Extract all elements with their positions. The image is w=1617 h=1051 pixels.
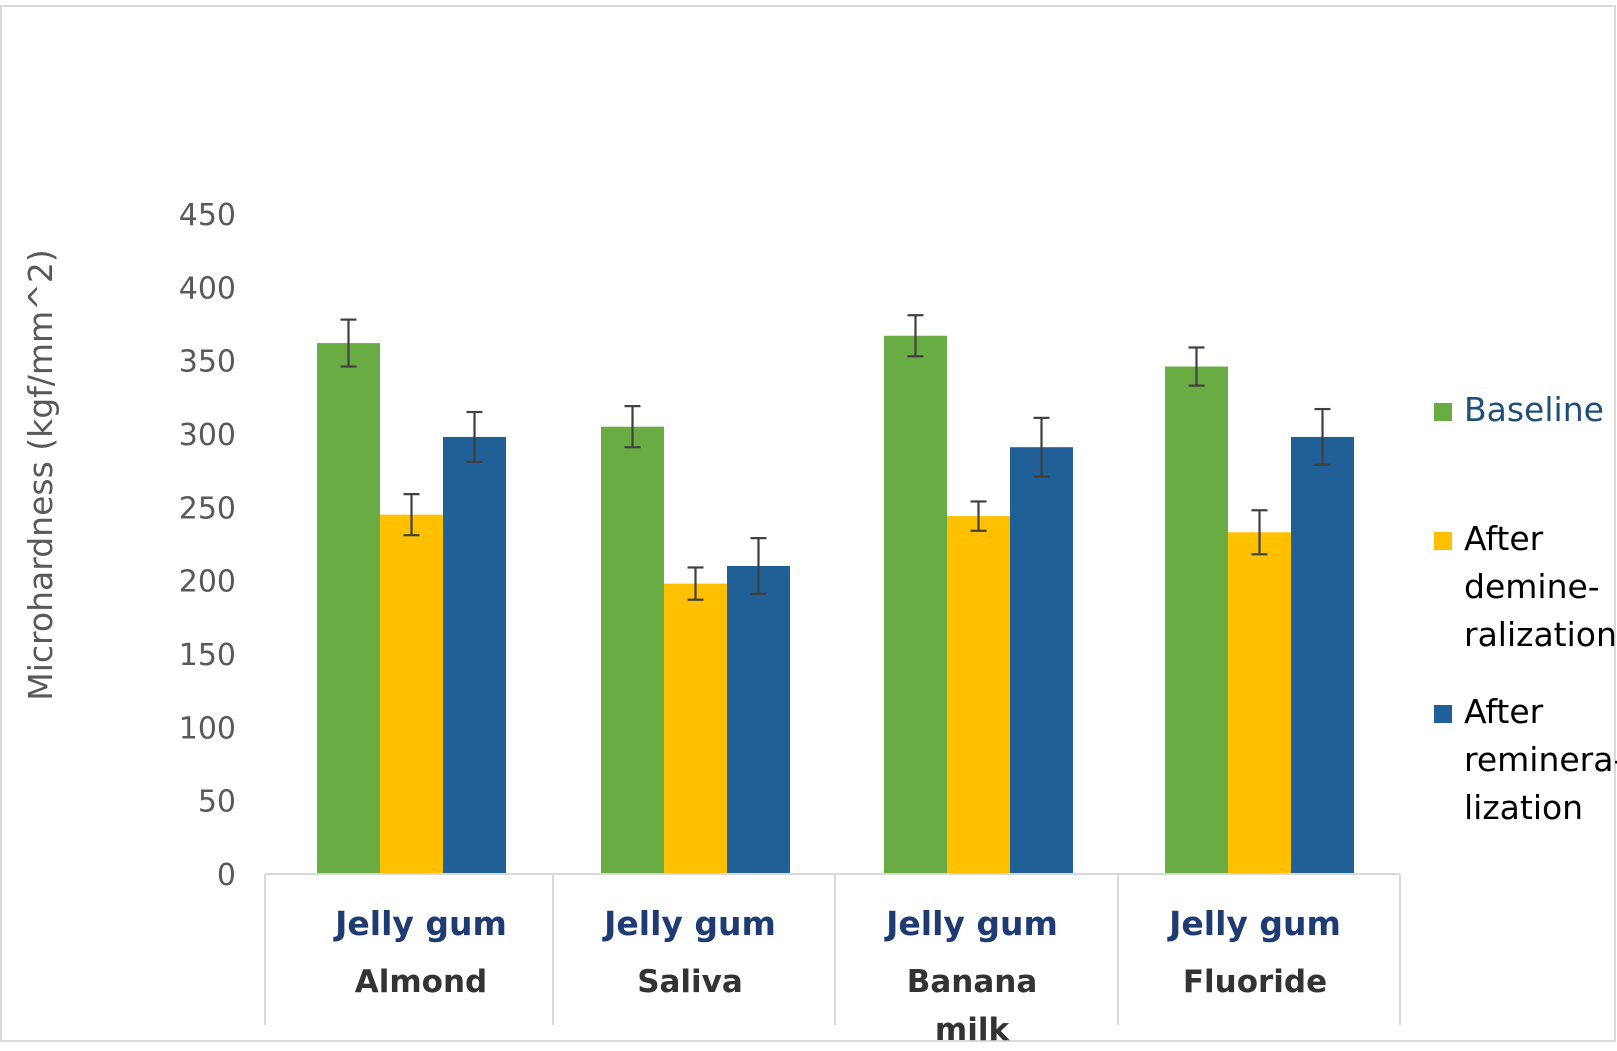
error-bar-1-0: [403, 493, 420, 537]
error-bar-2-2: [1033, 416, 1050, 478]
legend-label: demine-: [1464, 567, 1600, 606]
bar-after-remineralization-1: [727, 566, 790, 874]
legend-label: lization: [1464, 788, 1583, 827]
error-bar-2-3: [1314, 407, 1331, 466]
y-tick-label: 400: [179, 271, 236, 306]
legend-label: Baseline: [1464, 390, 1604, 429]
y-tick-label: 450: [179, 198, 236, 233]
y-tick-label: 100: [179, 711, 236, 746]
bar-baseline-0: [317, 343, 380, 875]
bar-baseline-2: [884, 335, 947, 874]
category-label: Saliva: [637, 964, 743, 1000]
legend-label: reminera-: [1464, 740, 1617, 779]
category-label: milk: [935, 1012, 1011, 1047]
error-bar-1-2: [970, 500, 987, 532]
bar-after-demineralization-1: [664, 583, 727, 874]
error-bar-0-1: [624, 405, 641, 449]
y-tick-label: 0: [217, 858, 236, 893]
legend-item-baseline: Baseline: [1434, 390, 1604, 429]
bar-baseline-3: [1165, 366, 1228, 874]
error-bar-1-3: [1251, 509, 1268, 556]
category-group-label: Jelly gum: [884, 904, 1058, 943]
category-group-label: Jelly gum: [602, 904, 776, 943]
bar-baseline-1: [601, 426, 664, 874]
error-bar-0-3: [1188, 346, 1205, 387]
y-tick-label: 150: [179, 638, 236, 673]
y-tick-label: 250: [179, 491, 236, 526]
legend-item-after-demineralization: After demine-ralization: [1434, 519, 1617, 654]
category-group-label: Jelly gum: [333, 904, 507, 943]
error-bar-0-0: [340, 318, 357, 368]
category-label: Banana: [907, 964, 1038, 1000]
legend-label: After: [1464, 692, 1544, 731]
legend-swatch: [1434, 705, 1452, 723]
y-axis-label: Microhardness (kgf/mm^2): [21, 249, 60, 700]
chart-border: [0, 5, 1616, 1042]
bar-after-demineralization-3: [1228, 532, 1291, 874]
y-tick-label: 50: [198, 785, 236, 820]
legend-swatch: [1434, 403, 1452, 421]
category-group-label: Jelly gum: [1167, 904, 1341, 943]
error-bar-0-2: [907, 314, 924, 358]
bar-after-demineralization-2: [947, 516, 1010, 874]
error-bar-1-1: [687, 566, 704, 601]
bar-after-remineralization-3: [1291, 436, 1354, 874]
category-label: Almond: [355, 964, 487, 1000]
bar-after-remineralization-2: [1010, 447, 1073, 874]
y-tick-label: 350: [179, 345, 236, 380]
bar-after-demineralization-0: [380, 514, 443, 874]
legend-label: ralization: [1464, 615, 1617, 654]
legend-label: After: [1464, 519, 1544, 558]
error-bar-2-0: [466, 410, 483, 463]
y-tick-label: 200: [179, 565, 236, 600]
y-tick-label: 300: [179, 418, 236, 453]
bar-after-remineralization-0: [443, 436, 506, 874]
legend-swatch: [1434, 532, 1452, 550]
error-bar-2-1: [750, 537, 767, 595]
legend-item-after-remineralization: After reminera-lization: [1434, 692, 1617, 827]
category-label: Fluoride: [1183, 964, 1327, 1000]
